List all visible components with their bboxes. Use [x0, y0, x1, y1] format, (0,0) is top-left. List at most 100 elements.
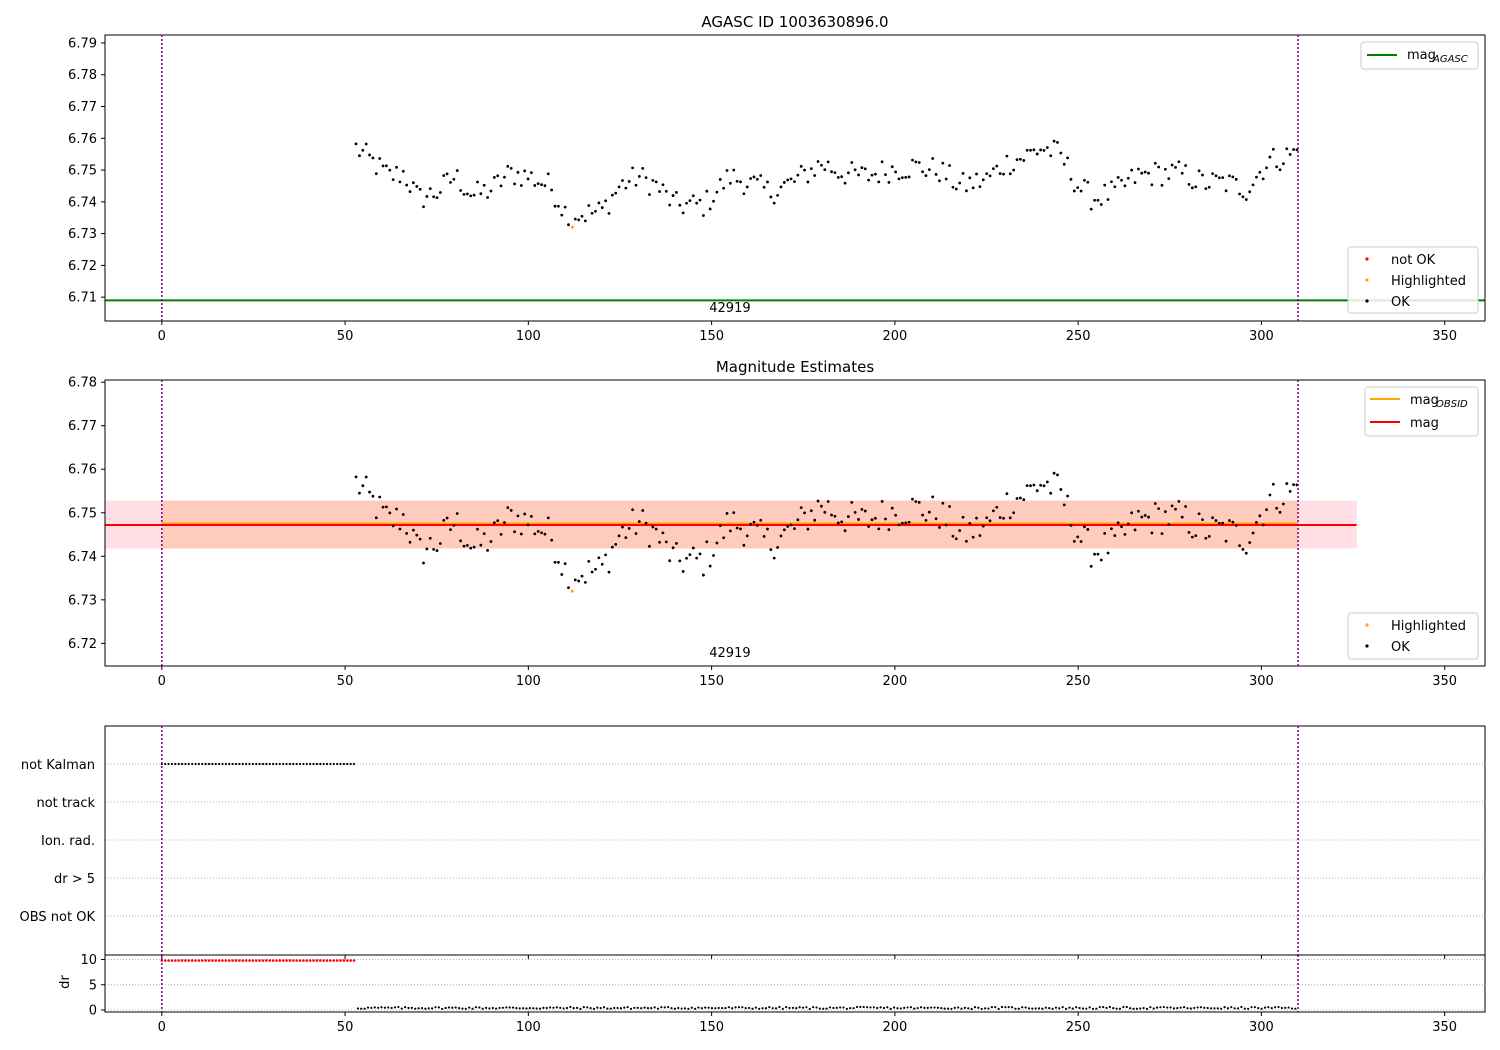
dr-not-ok-point [329, 959, 332, 962]
ok-point [1282, 502, 1285, 506]
dr-not-ok-point [187, 959, 191, 962]
x-tick-label: 0 [158, 1020, 166, 1035]
dr-not-ok-point [278, 959, 282, 962]
ok-point [553, 204, 557, 208]
ok-point [853, 168, 857, 172]
dr-ok-point [923, 1006, 926, 1009]
dr-ok-point [926, 1006, 929, 1010]
dr-not-ok-point [271, 959, 275, 962]
ok-point [762, 185, 766, 189]
dr-ok-point [515, 1006, 518, 1010]
ok-point [1099, 203, 1103, 206]
dr-ok-point [825, 1007, 828, 1010]
ok-point [681, 211, 685, 215]
dr-ok-point [390, 1006, 393, 1010]
ok-point [1008, 172, 1012, 176]
ok-point [921, 170, 924, 174]
dr-not-ok-point [285, 959, 288, 962]
ok-point [887, 181, 891, 184]
dr-ok-point [697, 1006, 700, 1009]
dr-ok-point [805, 1006, 808, 1009]
ok-point [499, 533, 503, 536]
ok-point [907, 520, 911, 524]
ok-point [668, 559, 672, 563]
dr-ok-point [505, 1006, 508, 1009]
ok-point [732, 511, 736, 515]
y-tick-label: 6.76 [68, 132, 97, 147]
dr-ok-point [1186, 1007, 1189, 1010]
ok-point [583, 581, 587, 584]
x-tick-label: 0 [158, 674, 166, 689]
legend-bottom: Highlighted OK [1347, 612, 1479, 660]
ok-point [398, 527, 402, 531]
dr-not-ok-point [342, 959, 346, 962]
ok-point [614, 543, 618, 546]
flag-label-not-kalman: not Kalman [21, 758, 95, 773]
ok-point [894, 513, 898, 517]
not-kalman-point [302, 762, 305, 766]
ok-point [567, 586, 570, 590]
dr-ok-point [1004, 1006, 1007, 1009]
dr-ok-point [1061, 1006, 1064, 1009]
ok-point [462, 544, 466, 548]
ok-point [1116, 175, 1120, 179]
dr-ok-point [1166, 1006, 1169, 1009]
ok-point [469, 194, 473, 198]
dr-ok-point [930, 1006, 933, 1009]
ok-point [1224, 189, 1228, 193]
ok-point [1228, 174, 1231, 178]
ok-point [472, 193, 476, 197]
dr-ok-point [1155, 1006, 1159, 1009]
ok-point [658, 190, 661, 193]
ok-point [664, 189, 668, 193]
ok-point [1126, 522, 1130, 526]
ok-point [459, 189, 463, 192]
x-tick-label: 250 [1066, 674, 1091, 689]
ok-point [958, 181, 962, 185]
ok-point [509, 166, 513, 170]
dr-ok-point [572, 1007, 575, 1010]
ok-point [523, 169, 527, 173]
agasc-magnitude-chart: AGASC ID 1003630896.0 0 50 100 150 200 250 300… [68, 13, 1486, 344]
ok-point [772, 556, 776, 560]
not-kalman-point [224, 762, 227, 766]
dr-ok-point [589, 1006, 592, 1010]
ok-point [786, 525, 790, 528]
ok-point [742, 192, 746, 196]
dr-ok-point [1280, 1006, 1283, 1010]
dr-ok-point [1169, 1006, 1172, 1009]
dr-ok-point [758, 1007, 761, 1010]
dr-ok-point [1095, 1007, 1098, 1010]
dr-ok-point [1129, 1007, 1132, 1010]
dr-ok-point [714, 1007, 717, 1010]
ok-point [1288, 153, 1292, 156]
dr-ok-point [855, 1005, 859, 1009]
dr-ok-point [586, 1006, 589, 1009]
dr-ok-point [370, 1006, 373, 1010]
ok-point [533, 184, 537, 187]
ok-point [1271, 147, 1275, 151]
ok-point [1258, 170, 1262, 174]
dr-ok-point [822, 1007, 825, 1010]
ok-point [847, 171, 850, 175]
ok-point [877, 180, 881, 184]
dr-ok-point [667, 1005, 670, 1009]
dr-ok-point [680, 1007, 683, 1010]
dr-ok-point [441, 1007, 444, 1011]
ok-point [880, 160, 884, 164]
ok-point [388, 511, 392, 515]
ok-point [648, 544, 651, 548]
legend-label-mag: mag [1410, 416, 1439, 431]
ok-point [378, 157, 382, 160]
not-kalman-point [285, 762, 288, 766]
ok-point [1167, 523, 1171, 526]
not-kalman-point [238, 762, 241, 766]
dr-ok-point [1159, 1006, 1162, 1009]
x-tick-label: 150 [699, 1020, 724, 1035]
dr-ok-point [1051, 1007, 1054, 1010]
ok-point [739, 180, 742, 184]
ok-point [1045, 480, 1049, 484]
ok-point [1170, 163, 1174, 167]
ok-point [1268, 493, 1272, 497]
not-kalman-point [184, 762, 187, 766]
